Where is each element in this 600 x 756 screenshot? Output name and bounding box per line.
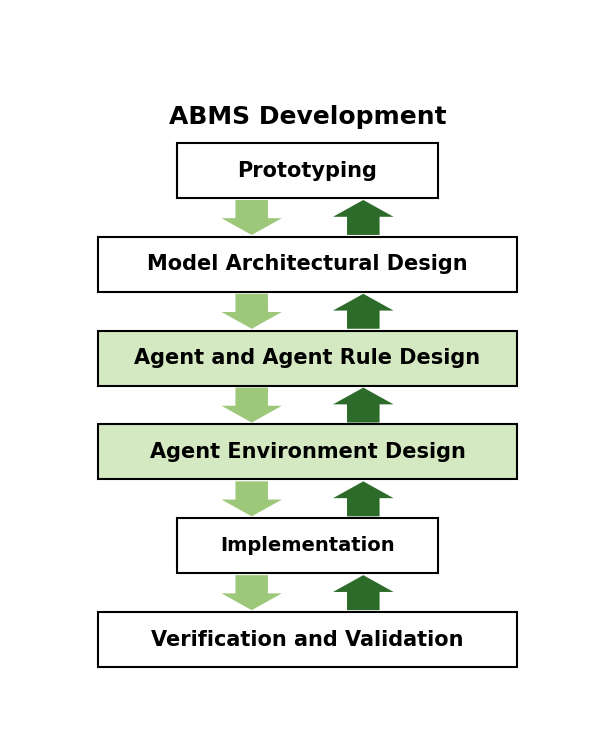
Polygon shape (221, 388, 282, 423)
Polygon shape (221, 482, 282, 516)
FancyBboxPatch shape (98, 424, 517, 479)
Polygon shape (221, 575, 282, 610)
Text: Implementation: Implementation (220, 536, 395, 555)
Polygon shape (333, 294, 394, 329)
FancyBboxPatch shape (98, 237, 517, 292)
Text: Prototyping: Prototyping (238, 160, 377, 181)
Polygon shape (333, 388, 394, 423)
Text: ABMS Development: ABMS Development (169, 105, 446, 129)
Polygon shape (333, 482, 394, 516)
Polygon shape (333, 575, 394, 610)
Text: Verification and Validation: Verification and Validation (151, 630, 464, 649)
Text: Agent Environment Design: Agent Environment Design (149, 442, 466, 462)
FancyBboxPatch shape (98, 612, 517, 667)
Polygon shape (221, 294, 282, 329)
Polygon shape (333, 200, 394, 235)
Polygon shape (221, 200, 282, 235)
Text: Agent and Agent Rule Design: Agent and Agent Rule Design (134, 349, 481, 368)
FancyBboxPatch shape (178, 519, 438, 573)
Text: Model Architectural Design: Model Architectural Design (147, 254, 468, 274)
FancyBboxPatch shape (178, 143, 438, 198)
FancyBboxPatch shape (98, 330, 517, 386)
